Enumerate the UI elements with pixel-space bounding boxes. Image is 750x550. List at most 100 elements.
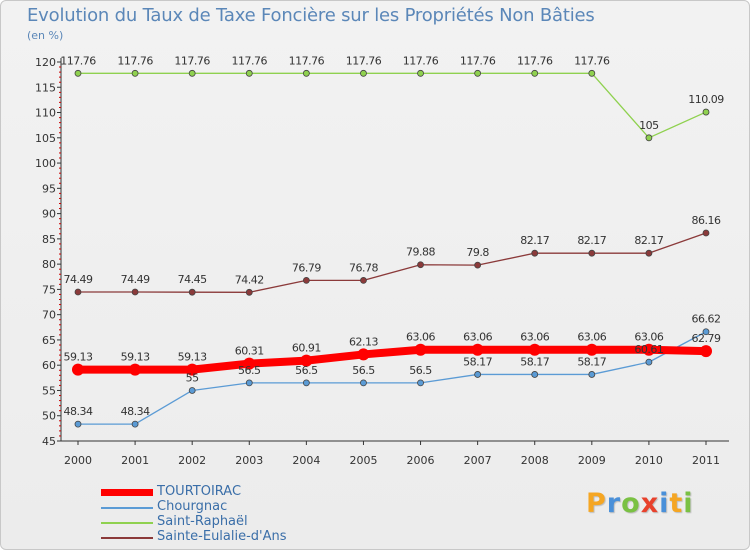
data-point	[417, 379, 424, 387]
data-point	[302, 379, 310, 387]
data-label: 59.13	[64, 351, 93, 364]
data-point	[188, 387, 196, 394]
data-label: 76.78	[349, 261, 378, 274]
data-point	[702, 108, 710, 116]
data-label: 76.79	[292, 261, 321, 274]
data-label: 59.13	[121, 351, 150, 364]
data-point	[414, 343, 427, 356]
y-tick-label: 60	[42, 359, 56, 372]
x-tick-label: 2011	[692, 454, 720, 467]
data-point	[302, 69, 310, 77]
data-point	[700, 345, 712, 358]
data-label: 117.76	[60, 54, 96, 67]
data-label: 117.76	[574, 54, 610, 67]
legend-label: Sainte-Eulalie-d'Ans	[157, 529, 287, 544]
data-label: 63.06	[463, 331, 492, 344]
data-point	[588, 249, 596, 257]
y-tick-label: 70	[42, 309, 56, 322]
data-point	[360, 277, 367, 284]
data-label: 56.5	[352, 364, 375, 377]
data-label: 117.76	[403, 54, 439, 67]
x-tick-label: 2008	[521, 454, 549, 467]
data-point	[702, 328, 710, 336]
y-tick-label: 115	[35, 81, 56, 94]
legend-item[interactable]: Sainte-Eulalie-d'Ans	[101, 529, 361, 545]
legend-swatch	[101, 537, 153, 539]
data-label: 63.06	[406, 331, 435, 344]
data-point	[531, 371, 539, 378]
y-tick-label: 100	[35, 157, 56, 170]
data-label: 55	[186, 371, 199, 384]
data-label: 117.76	[232, 54, 268, 67]
data-label: 59.13	[178, 351, 207, 364]
data-point	[245, 379, 253, 387]
data-point	[474, 69, 482, 77]
data-label: 82.17	[577, 234, 606, 247]
y-tick-label: 90	[42, 208, 56, 221]
data-point	[245, 288, 253, 296]
data-label: 74.49	[121, 273, 150, 286]
data-label: 48.34	[64, 405, 93, 418]
x-tick-label: 2000	[64, 454, 92, 467]
data-point	[417, 261, 424, 269]
data-point	[129, 363, 142, 376]
legend-item[interactable]: Chourgnac	[101, 499, 361, 515]
y-tick-label: 105	[35, 132, 56, 145]
data-label: 117.76	[174, 54, 210, 67]
x-tick-label: 2006	[407, 454, 435, 467]
data-label: 82.17	[634, 234, 663, 247]
data-label: 60.61	[634, 343, 663, 356]
data-label: 79.88	[406, 246, 435, 259]
legend-swatch	[101, 489, 153, 496]
y-tick-label: 120	[35, 56, 56, 69]
data-point	[360, 69, 367, 77]
logo-letter: t	[669, 488, 684, 519]
data-label: 58.17	[463, 355, 492, 368]
data-point	[474, 371, 482, 378]
data-label: 110.09	[688, 93, 724, 106]
legend-item[interactable]: Saint-Raphaël	[101, 514, 361, 530]
data-point	[357, 348, 370, 361]
data-point	[642, 343, 655, 356]
data-label: 56.5	[295, 364, 318, 377]
data-label: 74.45	[178, 273, 207, 286]
data-point	[188, 288, 196, 296]
legend: TOURTOIRAC Chourgnac Saint-Raphaël Saint…	[101, 484, 361, 545]
data-label: 117.76	[517, 54, 553, 67]
data-label: 48.34	[121, 405, 150, 418]
y-tick-label: 45	[42, 435, 56, 448]
data-point	[74, 420, 82, 428]
data-point	[645, 358, 653, 366]
data-label: 66.62	[692, 313, 721, 326]
y-tick-label: 110	[35, 107, 56, 120]
data-label: 117.76	[117, 54, 153, 67]
series-line-2	[77, 72, 707, 139]
data-point	[74, 288, 82, 296]
data-point	[645, 134, 653, 142]
data-label: 82.17	[520, 234, 549, 247]
data-point	[131, 69, 139, 77]
data-label: 63.06	[520, 331, 549, 344]
series-line-1	[77, 331, 707, 425]
x-tick-label: 2001	[121, 454, 149, 467]
logo-letter: i	[683, 488, 694, 519]
legend-item[interactable]: TOURTOIRAC	[101, 484, 361, 500]
data-point	[588, 69, 596, 77]
data-label: 117.76	[346, 54, 382, 67]
data-point	[645, 249, 653, 257]
data-point	[702, 229, 710, 237]
legend-label: TOURTOIRAC	[157, 484, 242, 499]
data-point	[531, 69, 539, 77]
data-point	[188, 69, 196, 77]
data-label: 63.06	[634, 331, 663, 344]
series-line-0	[74, 345, 710, 374]
data-point	[588, 371, 596, 378]
data-point	[474, 261, 482, 269]
data-point	[243, 357, 256, 370]
logo-letter: r	[606, 488, 622, 519]
data-label: 56.5	[238, 364, 261, 377]
unit-label: (en %)	[27, 29, 64, 42]
data-point	[528, 343, 541, 356]
data-point	[131, 288, 139, 296]
